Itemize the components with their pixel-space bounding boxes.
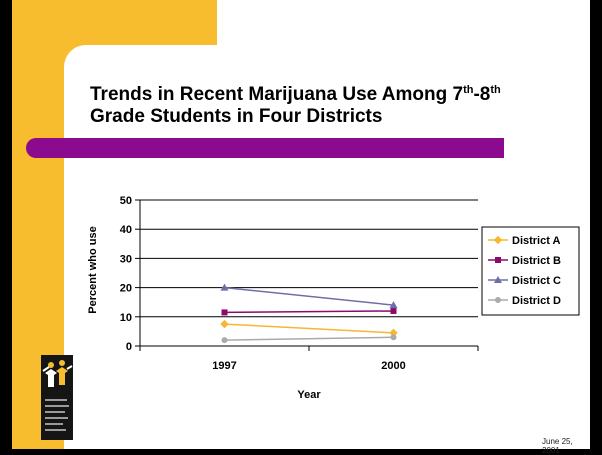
legend-item: District A — [488, 235, 561, 247]
series-4 — [221, 334, 397, 344]
legend-marker — [495, 257, 501, 263]
legend: District A District B District C District D — [481, 226, 580, 316]
x-axis: 1997 2000 — [139, 345, 479, 372]
slide: Trends in Recent Marijuana Use Among 7th… — [12, 0, 590, 455]
data-point — [390, 307, 397, 314]
legend-marker — [495, 297, 501, 303]
x-tick-label: 1997 — [212, 360, 236, 372]
y-tick-label: 50 — [120, 195, 132, 207]
legend-item: District C — [488, 275, 561, 287]
data-point — [389, 301, 398, 309]
series-3 — [220, 283, 398, 309]
series-2 — [221, 307, 397, 316]
y-tick-label: 30 — [120, 253, 132, 265]
legend-marker — [494, 276, 502, 283]
plot-area — [140, 199, 478, 347]
legend-label: District C — [512, 275, 561, 287]
legend-marker — [493, 235, 503, 245]
y-tick-label: 20 — [120, 283, 132, 295]
series-line — [224, 286, 394, 306]
people-icon — [42, 360, 73, 387]
series-line — [224, 336, 394, 341]
y-axis-label: Percent who use — [87, 226, 99, 313]
data-point — [220, 283, 229, 291]
y-axis: 0 10 20 30 40 50 — [120, 195, 141, 353]
x-tick-label: 2000 — [381, 360, 405, 372]
y-tick-label: 40 — [120, 224, 132, 236]
organization-logo — [41, 355, 73, 440]
data-point — [221, 309, 228, 316]
y-tick-label: 10 — [120, 312, 132, 324]
series-layer — [220, 283, 398, 344]
x-axis-label: Year — [297, 389, 321, 401]
legend-label: District D — [512, 295, 561, 307]
legend-label: District B — [512, 255, 561, 267]
slide-title: Trends in Recent Marijuana Use Among 7th… — [90, 84, 501, 127]
legend-item: District B — [488, 255, 561, 267]
series-line — [224, 310, 394, 314]
legend-item: District D — [488, 295, 561, 307]
title-underline-bar — [26, 138, 504, 158]
legend-label: District A — [512, 235, 561, 247]
data-point — [220, 319, 229, 329]
series-line — [224, 323, 394, 334]
series-1 — [220, 319, 398, 338]
data-point — [390, 334, 397, 341]
data-point — [221, 337, 228, 344]
y-tick-label: 0 — [126, 341, 132, 353]
